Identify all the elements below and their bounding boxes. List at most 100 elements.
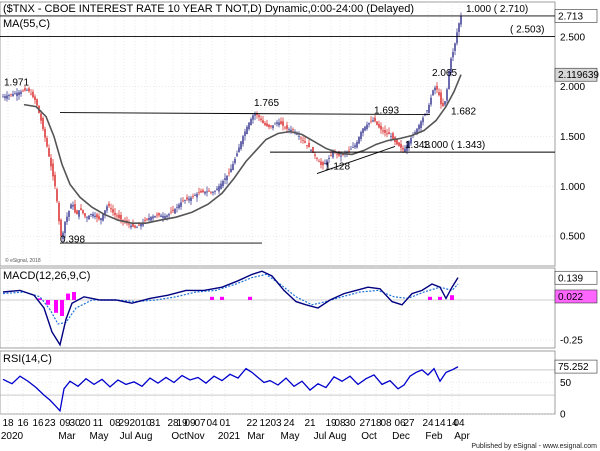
- candle-body: [148, 217, 150, 220]
- candle-body: [230, 168, 232, 173]
- candle-body: [250, 119, 252, 126]
- candle-body: [154, 215, 156, 218]
- annotation-label: 1.000 ( 1.343): [423, 140, 485, 151]
- candle-body: [8, 95, 10, 97]
- macd-line: [2, 270, 459, 347]
- x-tick-label: 18: [2, 418, 14, 429]
- candle-body: [430, 97, 432, 105]
- annotation-label: 1.693: [374, 105, 399, 116]
- rsi-title: RSI(14,C): [3, 353, 52, 365]
- candle-body: [380, 125, 382, 130]
- candle-body: [244, 131, 246, 136]
- macd-histogram-bar: [46, 300, 50, 305]
- candle-body: [136, 227, 138, 229]
- x-tick-label: 23: [44, 418, 56, 429]
- candle-body: [324, 162, 326, 165]
- macd-histogram-bar: [38, 298, 42, 300]
- candle-body: [384, 130, 386, 133]
- candle-body: [248, 122, 250, 129]
- x-tick-label: 01: [219, 418, 231, 429]
- candle-body: [304, 141, 306, 143]
- x-tick-label: 14: [446, 418, 458, 429]
- candle-body: [460, 15, 462, 25]
- candle-body: [318, 161, 320, 163]
- x-tick-label: 16: [32, 418, 44, 429]
- x-month-label: May: [281, 431, 300, 442]
- candle-body: [352, 147, 354, 148]
- candle-body: [140, 223, 142, 227]
- macd-histogram-bar: [210, 296, 214, 300]
- y-tick-label: 0: [560, 410, 566, 421]
- candle-body: [180, 202, 182, 207]
- candle-body: [296, 133, 298, 135]
- x-tick-label: 04: [453, 418, 465, 429]
- candle-body: [210, 191, 212, 193]
- x-tick-label: 28: [167, 418, 179, 429]
- candle-body: [4, 96, 6, 99]
- candle-body: [112, 209, 114, 213]
- candle-body: [110, 208, 112, 210]
- candle-body: [218, 186, 220, 192]
- candle-body: [456, 32, 458, 44]
- candle-body: [422, 117, 424, 123]
- macd-histogram-bar: [66, 293, 70, 300]
- x-tick-label: 03: [270, 418, 282, 429]
- candle-body: [236, 153, 238, 157]
- candle-body: [450, 58, 452, 74]
- x-month-label: Apr: [454, 431, 470, 442]
- x-tick-label: 30: [344, 418, 356, 429]
- candle-body: [398, 142, 400, 147]
- macd-histogram-bar: [428, 296, 432, 300]
- candle-body: [366, 124, 368, 129]
- candle-body: [54, 174, 56, 187]
- rsi-marker-box: [554, 359, 598, 374]
- macd-marker: 0.139: [558, 273, 583, 284]
- candle-body: [34, 96, 36, 101]
- pane-frame: [0, 267, 556, 349]
- macd-histogram-bar: [438, 296, 442, 300]
- candle-body: [20, 91, 22, 95]
- macd-histogram-bar: [248, 296, 252, 300]
- x-month-label: May: [90, 431, 109, 442]
- macd-histogram-bar: [220, 296, 224, 300]
- annotation-label: 1.000 ( 2.710): [466, 4, 528, 15]
- macd-histogram-bar: [72, 292, 76, 300]
- candle-body: [50, 157, 52, 167]
- candle-body: [128, 223, 130, 225]
- price-marker: 2.713: [558, 11, 583, 22]
- candle-body: [360, 132, 362, 139]
- candle-body: [76, 210, 78, 215]
- candle-body: [312, 146, 314, 153]
- macd-histogram-bar: [54, 300, 58, 313]
- x-tick-label: 11: [93, 418, 104, 429]
- candle-body: [142, 222, 144, 226]
- candle-body: [406, 144, 408, 151]
- candle-body: [302, 139, 304, 141]
- candle-body: [102, 214, 104, 221]
- candle-body: [44, 128, 46, 138]
- candle-body: [90, 214, 92, 215]
- candle-body: [372, 120, 374, 122]
- ma-label: MA(55,C): [3, 18, 50, 30]
- candle-body: [262, 120, 264, 124]
- candle-body: [434, 87, 436, 91]
- x-month-label: Oct: [361, 431, 377, 442]
- x-month-label: Jul Aug: [314, 431, 347, 442]
- candle-body: [186, 197, 188, 200]
- candle-body: [316, 158, 318, 159]
- candle-body: [108, 203, 110, 206]
- x-tick-label: 27: [403, 418, 415, 429]
- candle-body: [390, 135, 392, 137]
- candle-body: [158, 213, 160, 216]
- candle-body: [454, 43, 456, 51]
- candle-body: [260, 118, 262, 121]
- candle-body: [172, 209, 174, 211]
- macd-hist-marker: 0.022: [558, 292, 583, 303]
- candle-body: [94, 215, 96, 218]
- candle-body: [40, 113, 42, 121]
- candle-body: [328, 158, 330, 160]
- annotation-label: 1.128: [325, 162, 350, 173]
- candle-body: [350, 148, 352, 150]
- candle-body: [444, 101, 446, 105]
- price-marker-box: [554, 9, 598, 23]
